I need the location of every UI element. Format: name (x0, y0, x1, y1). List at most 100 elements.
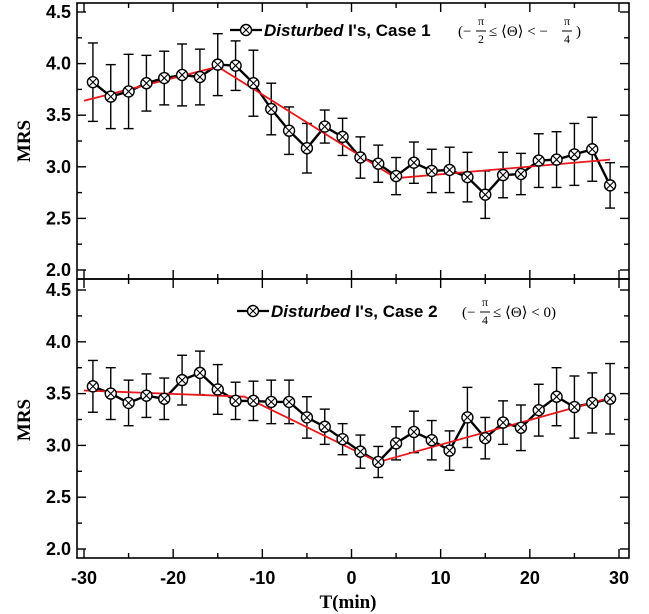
top-data-point (140, 77, 153, 90)
bottom-legend-frac1-den: 4 (482, 313, 488, 327)
top-data-point-x2 (391, 171, 401, 181)
top-data-point (300, 142, 314, 155)
top-data-point-x2 (159, 73, 169, 83)
top-data-point-x2 (587, 144, 597, 154)
bottom-data-point (300, 411, 314, 424)
bottom-ytick-label: 2.5 (46, 487, 71, 507)
top-data-point (336, 130, 349, 144)
top-data-point (407, 156, 421, 169)
top-data-point-x2 (284, 126, 294, 135)
bottom-legend-marker (246, 304, 260, 318)
top-data-point (282, 124, 296, 137)
bottom-data-point (372, 455, 385, 469)
bottom-xtick-label: -10 (249, 568, 275, 588)
bottom-ytick-label: 3.0 (46, 435, 71, 455)
bottom-panel-marks: 2.0 2.5 3.0 3.5 4.0 4.5 -30 -20 -10 0 10 20 30 (46, 279, 629, 588)
bottom-ytick-label: 3.5 (46, 384, 71, 404)
top-data-point (247, 77, 260, 90)
bottom-data-point-x2 (587, 398, 597, 408)
bottom-data-point-x2 (195, 368, 205, 378)
bottom-data-point (389, 437, 403, 450)
bottom-data-point-x2 (552, 392, 561, 401)
bottom-ytick-label: 2.0 (46, 539, 71, 559)
bottom-data-point (603, 392, 617, 405)
top-legend-label: Disturbed I's, Case 1 (264, 21, 431, 40)
bottom-data-point (407, 425, 421, 439)
top-ytick-label: 4.5 (46, 2, 71, 22)
top-data-point-x2 (177, 70, 187, 80)
bottom-data-point-x2 (356, 447, 365, 456)
bottom-ytick-label: 4.5 (46, 280, 71, 300)
bottom-data-point-x2 (373, 457, 383, 467)
top-data-point (389, 169, 403, 183)
bottom-data-point-x2 (427, 435, 437, 445)
bottom-xtick-label: -30 (71, 568, 97, 588)
bottom-data-point (122, 396, 135, 410)
bottom-ylabel: MRS (14, 399, 35, 441)
bottom-data-point (461, 411, 474, 424)
top-data-point (193, 70, 207, 84)
top-legend-frac1-num: π (478, 14, 484, 28)
bottom-data-point-x2 (177, 375, 187, 385)
top-data-point (175, 68, 189, 82)
top-data-point-x2 (498, 170, 508, 180)
bottom-data-point (175, 373, 189, 387)
top-data-point (603, 179, 617, 192)
top-legend-middle: ≤ ⟨Θ⟩ < − (489, 24, 548, 40)
top-data-point-x2 (605, 181, 615, 190)
top-data-point-x2 (124, 87, 133, 96)
bottom-data-point-x2 (302, 413, 312, 422)
bottom-data-point-x2 (445, 446, 454, 455)
bottom-data-point (586, 396, 599, 410)
bottom-data-point-x2 (88, 382, 98, 391)
bottom-data-point-x2 (320, 422, 330, 432)
bottom-xlabel: T(min) (320, 592, 377, 613)
bottom-data-point-x2 (570, 402, 579, 412)
top-data-point (318, 120, 331, 133)
bottom-legend-open: (− (462, 305, 475, 321)
top-data-point (158, 71, 171, 85)
top-data-point-x2 (356, 153, 365, 162)
top-data-point (229, 59, 242, 72)
top-data-point (568, 148, 581, 161)
top-data-point-x2 (534, 156, 544, 165)
bottom-data-point-x2 (266, 397, 276, 407)
bottom-data-point (496, 416, 510, 429)
top-data-point-x2 (88, 77, 98, 87)
top-data-point-x2 (249, 78, 258, 88)
top-data-point-x2 (570, 150, 579, 159)
top-data-point-x2 (463, 172, 472, 182)
bottom-data-point-x2 (480, 433, 490, 443)
chart-marks: 2.02.53.03.54.04.52.02.53.03.54.04.5-30-… (46, 2, 629, 588)
bottom-xtick-label: -20 (160, 568, 186, 588)
top-ylabel: MRS (14, 120, 35, 162)
top-data-point-x2 (320, 122, 330, 131)
top-data-point (479, 188, 492, 201)
bottom-data-point (193, 366, 207, 380)
bottom-data-point-x2 (159, 394, 169, 404)
top-data-point (372, 157, 385, 170)
bottom-data-point-x2 (498, 418, 508, 427)
top-legend-marker (239, 23, 253, 37)
bottom-data-point (514, 421, 528, 434)
bottom-legend-frac1-num: π (482, 295, 488, 309)
bottom-data-point (336, 432, 349, 446)
bottom-data-point (318, 420, 331, 433)
bottom-data-point (479, 431, 492, 445)
bottom-data-point-x2 (391, 439, 401, 448)
bottom-xtick-label: 10 (431, 568, 451, 588)
top-data-point-x2 (480, 190, 490, 199)
bottom-data-point-x2 (249, 396, 258, 406)
bottom-data-point (354, 445, 367, 458)
bottom-plot-frame (76, 278, 630, 559)
bottom-data-point (568, 400, 581, 414)
top-data-point (443, 163, 456, 177)
bottom-data-point-x2 (409, 427, 419, 437)
top-legend: Disturbed I's, Case 1 (− π 2 ≤ ⟨Θ⟩ < − π… (230, 14, 581, 46)
top-data-point-x2 (142, 78, 151, 88)
bottom-data-point (247, 394, 260, 408)
bottom-data-point (211, 383, 224, 396)
bottom-data-point (86, 380, 100, 393)
top-data-point-x2 (106, 92, 116, 101)
